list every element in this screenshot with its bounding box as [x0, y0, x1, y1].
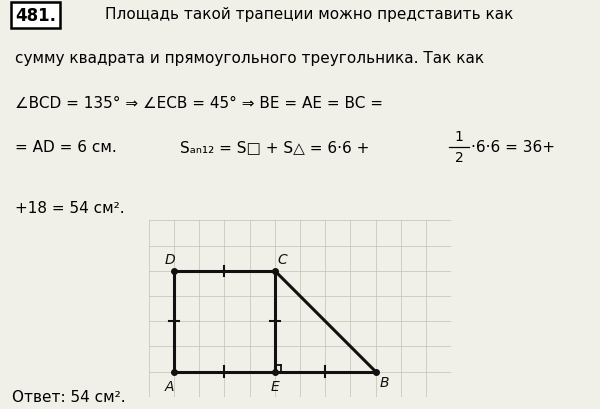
- Text: D: D: [164, 253, 175, 267]
- Text: 1: 1: [455, 129, 463, 143]
- Text: 481.: 481.: [15, 7, 56, 25]
- Text: E: E: [271, 379, 279, 393]
- Text: сумму квадрата и прямоугольного треугольника. Так как: сумму квадрата и прямоугольного треуголь…: [15, 51, 484, 66]
- Text: = AD = 6 см.: = AD = 6 см.: [15, 140, 117, 155]
- Text: C: C: [278, 253, 287, 267]
- Text: Sₐₙ₁₂ = S□ + S△ = 6·6 +: Sₐₙ₁₂ = S□ + S△ = 6·6 +: [180, 140, 370, 155]
- Text: ·6·6 = 36+: ·6·6 = 36+: [471, 140, 555, 155]
- Text: A: A: [165, 379, 174, 393]
- Text: 2: 2: [455, 151, 463, 164]
- Text: Площадь такой трапеции можно представить как: Площадь такой трапеции можно представить…: [105, 7, 514, 22]
- Text: ∠BCD = 135° ⇒ ∠ECB = 45° ⇒ BE = AE = BC =: ∠BCD = 135° ⇒ ∠ECB = 45° ⇒ BE = AE = BC …: [15, 96, 383, 110]
- Text: +18 = 54 см².: +18 = 54 см².: [15, 200, 125, 216]
- Text: Ответ: 54 см².: Ответ: 54 см².: [12, 389, 125, 404]
- Text: B: B: [379, 375, 389, 389]
